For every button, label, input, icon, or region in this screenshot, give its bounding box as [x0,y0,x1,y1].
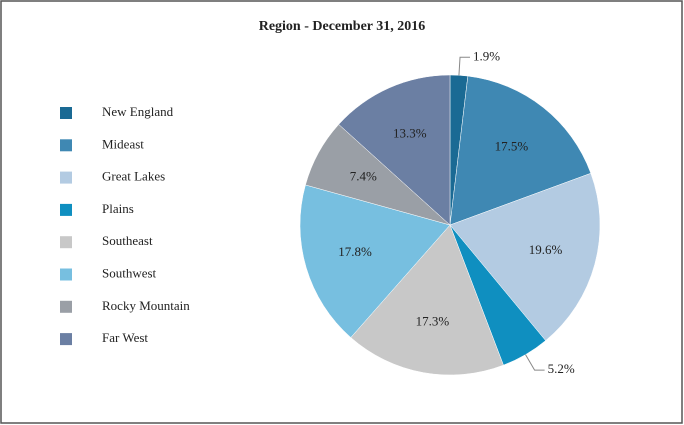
pie-slice [449,75,592,226]
leader-line [458,56,471,76]
legend-label: Plains [102,201,134,216]
data-label: 17.5% [495,138,529,153]
legend-label: New England [102,104,174,119]
data-label: 19.6% [529,242,563,257]
legend-swatch [60,300,72,313]
legend-swatch [60,236,72,249]
pie-slice [350,224,504,376]
legend-swatch [60,139,72,152]
pie-slice [449,172,601,341]
data-label: 7.4% [350,168,377,183]
chart-title: Region - December 31, 2016 [259,19,426,34]
pie-slice [338,74,451,226]
data-label: 1.9% [473,48,500,63]
legend-swatch [60,203,72,216]
legend-swatch [60,268,72,281]
legend-label: Rocky Mountain [102,298,190,313]
leader-line [525,354,545,371]
legend-swatch [60,107,72,119]
data-label: 17.3% [416,313,450,328]
legend-label: Southwest [102,265,157,280]
data-label: 13.3% [393,126,427,141]
legend-label: Southeast [102,233,153,248]
data-label: 5.2% [548,361,575,376]
legend-label: Far West [102,330,148,345]
pie-slice [299,184,451,338]
legend-label: Mideast [102,136,144,151]
data-label: 17.8% [338,244,372,259]
legend-swatch [60,171,72,184]
legend-swatch [60,333,72,346]
legend-label: Great Lakes [102,169,165,184]
